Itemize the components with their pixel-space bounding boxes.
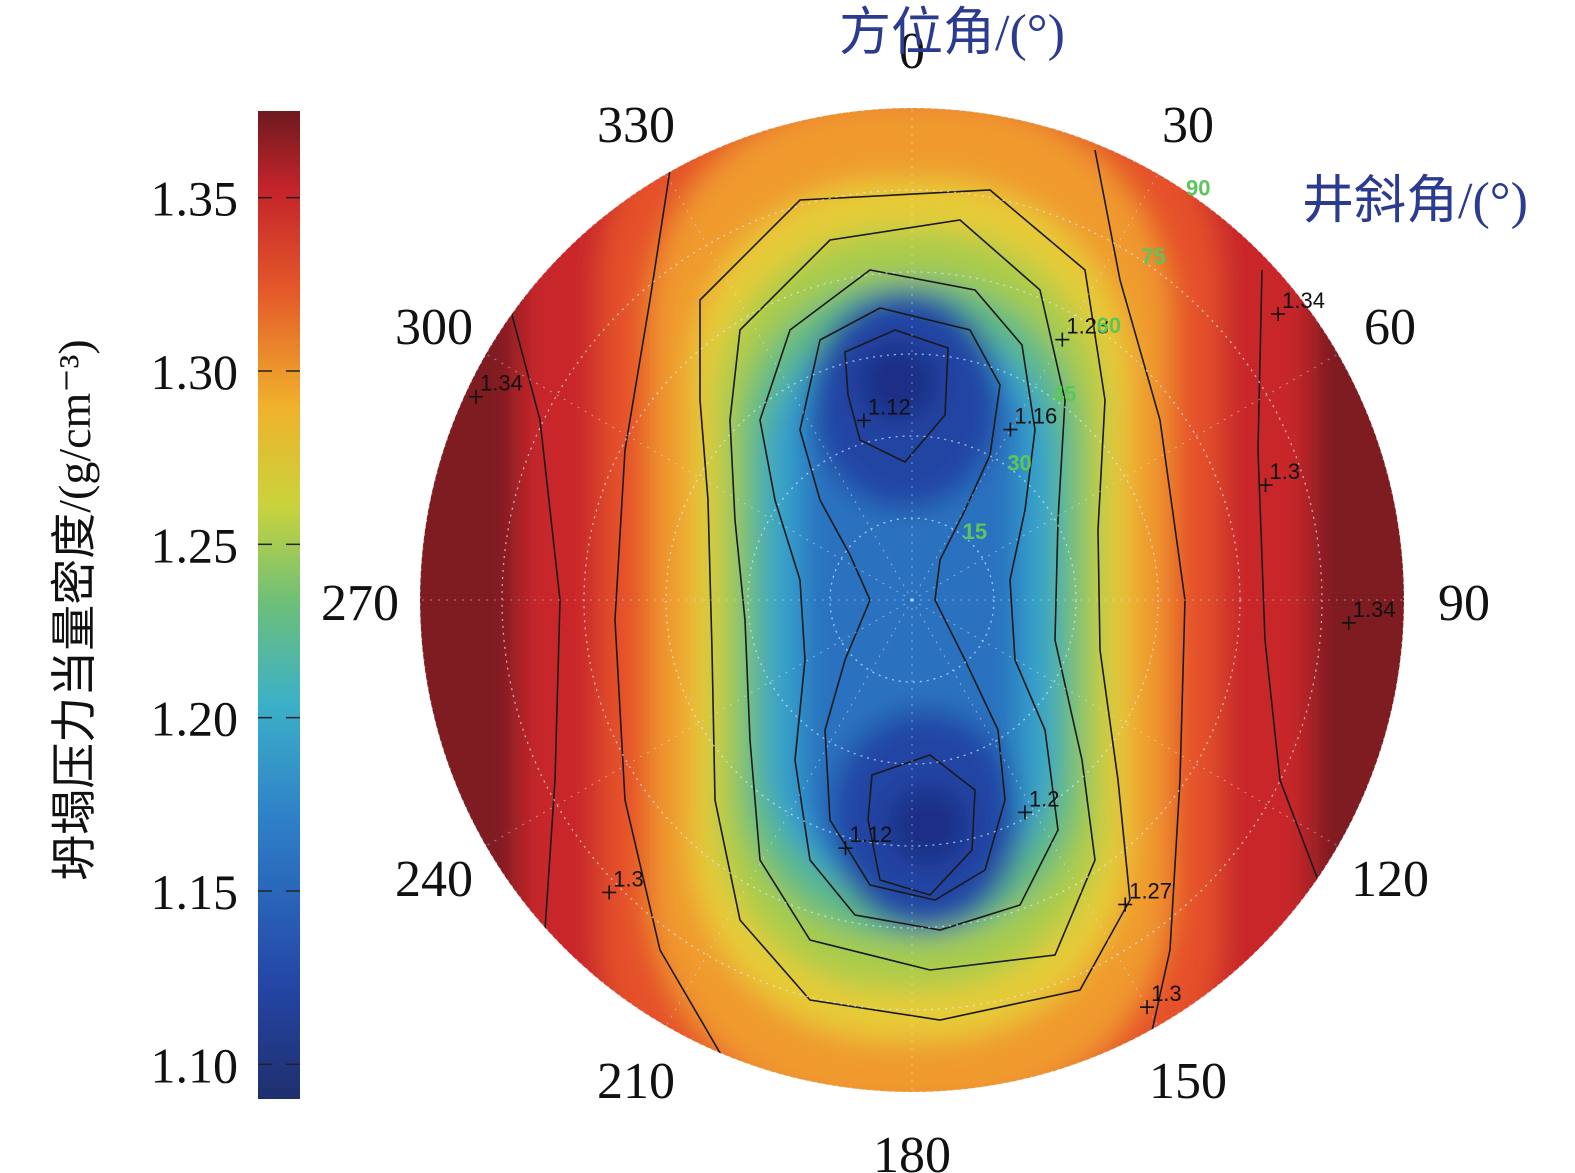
contour-label: 1.3 <box>1270 459 1301 484</box>
contour-label: 1.23 <box>1066 314 1109 339</box>
contour-line <box>699 189 1131 1021</box>
colorbar-tick-label: 1.15 <box>151 864 239 920</box>
contour-line <box>614 169 731 1071</box>
radial-grid <box>420 108 1404 1092</box>
contour-label: 1.27 <box>1129 879 1172 904</box>
contour-line <box>759 269 1059 931</box>
angular-tick-labels: 0 30 60 90 120 150 180 210 240 270 300 330 <box>321 23 1490 1173</box>
angular-tick-label: 120 <box>1351 851 1429 908</box>
field-core-bottom <box>888 786 968 866</box>
contour-label: 1.34 <box>1353 597 1396 622</box>
radial-tick-label: 75 <box>1141 244 1165 269</box>
colorbar-ticks: 1.35 1.30 1.25 1.20 1.15 1.10 <box>151 171 300 1093</box>
colorbar-ramp <box>258 111 300 1099</box>
contour-label: 1.2 <box>1029 786 1060 811</box>
radial-tick-label: 60 <box>1097 313 1121 338</box>
contour-label: 1.12 <box>850 822 893 847</box>
colorbar-tick-label: 1.10 <box>151 1037 239 1093</box>
contour-label: 1.16 <box>1014 404 1057 429</box>
contour-line <box>507 299 561 931</box>
angular-tick-label: 90 <box>1438 575 1490 632</box>
angular-tick-label: 0 <box>899 23 925 80</box>
contour-line <box>867 754 976 896</box>
field-core-top <box>858 342 938 422</box>
radial-grid-spoke <box>911 599 1159 1027</box>
angular-tick-label: 60 <box>1364 299 1416 356</box>
radial-grid-circle <box>501 189 1323 1011</box>
heatmap-field <box>420 108 1404 1092</box>
angular-tick-label: 270 <box>321 575 399 632</box>
radial-grid-spoke <box>911 353 1339 601</box>
colorbar-label: 坍塌压力当量密度/(g/cm⁻³) <box>49 339 100 880</box>
colorbar-tick-label: 1.25 <box>151 517 239 573</box>
radial-grid-spoke <box>485 353 913 601</box>
radial-tick-label: 15 <box>963 519 987 544</box>
contour-label: 1.3 <box>1151 981 1182 1006</box>
angular-tick-label: 300 <box>395 299 473 356</box>
colorbar-tick-label: 1.20 <box>151 691 239 747</box>
contour-line <box>844 329 949 463</box>
contour-line <box>799 307 1006 901</box>
colorbar-tick-label: 1.35 <box>151 171 239 227</box>
contour-lines <box>507 149 1319 1071</box>
field-dark-left <box>420 108 520 1092</box>
angular-tick-label: 150 <box>1149 1053 1227 1110</box>
azimuth-axis-title: 方位角/(°) <box>839 5 1065 62</box>
angular-tick-label: 210 <box>597 1053 675 1110</box>
radial-grid-circle <box>829 517 995 683</box>
contour-label: 1.12 <box>868 394 911 419</box>
radial-grid-circle <box>747 435 1077 765</box>
radial-grid-circle <box>665 353 1159 847</box>
angular-tick-label: 330 <box>597 97 675 154</box>
contour-line <box>1094 149 1186 1041</box>
colorbar: 1.35 1.30 1.25 1.20 1.15 1.10 坍塌压力当量密度/(g/cm⁻… <box>49 111 300 1099</box>
angular-tick-label: 180 <box>873 1127 951 1173</box>
contour-line <box>729 219 1096 971</box>
colorbar-tick-label: 1.30 <box>151 344 239 400</box>
radial-tick-label: 90 <box>1186 175 1210 200</box>
radial-tick-labels: 15 30 45 60 75 90 <box>963 175 1211 544</box>
contour-line <box>1257 269 1319 881</box>
radial-grid-spoke <box>665 173 913 601</box>
radial-grid-spoke <box>485 599 913 847</box>
radial-grid-spoke <box>911 173 1159 601</box>
angular-tick-label: 240 <box>395 851 473 908</box>
contour-label: 1.34 <box>480 371 523 396</box>
contour-labels: 1.23 1.16 1.12 1.34 1.3 1.34 1.34 1.12 1.2 1.27 1.… <box>469 288 1396 1015</box>
radial-tick-label: 45 <box>1052 382 1076 407</box>
radial-tick-label: 30 <box>1007 450 1031 475</box>
contour-label: 1.3 <box>613 866 644 891</box>
inclination-axis-title: 井斜角/(°) <box>1302 173 1528 230</box>
radial-grid-circle <box>583 271 1241 929</box>
contour-label: 1.34 <box>1282 288 1325 313</box>
radial-grid-spoke <box>911 599 1339 847</box>
radial-grid-spoke <box>665 599 913 1027</box>
angular-tick-label: 30 <box>1162 97 1214 154</box>
